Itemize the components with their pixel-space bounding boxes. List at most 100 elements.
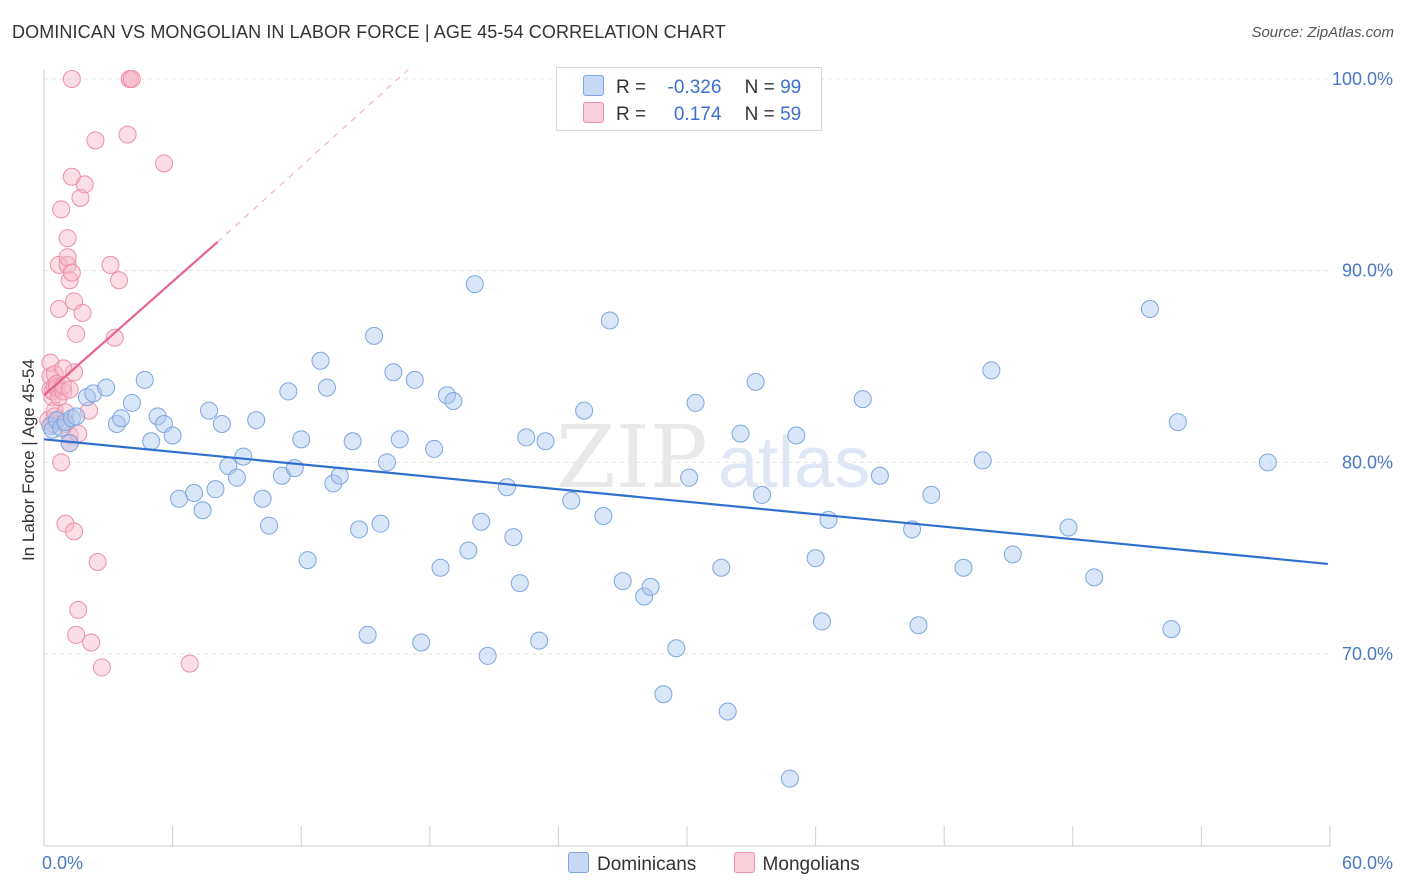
dominican-point [746,372,765,391]
dominican-point [350,520,369,539]
dominican-point [390,430,409,449]
dominican-point [358,625,377,644]
dominican-point [909,616,928,635]
dominicans-n-value: 99 [780,77,802,98]
dominican-point [142,432,161,451]
chart-title: DOMINICAN VS MONGOLIAN IN LABOR FORCE | … [12,22,726,42]
legend-item-dominicans[interactable]: Dominicans [568,852,696,876]
correlation-legend: R = -0.326 N = 99 R = 0.174 N = 59 [556,67,822,131]
dominican-point [444,392,463,410]
dominican-point [635,587,654,606]
dominican-point [504,528,523,547]
dominican-point [185,484,204,502]
mongolian-point [58,248,77,267]
dominican-point [234,447,253,466]
dominican-point [311,351,330,370]
dominican-point [112,409,131,428]
legend-row-mongolians: R = 0.174 N = 59 [583,102,801,128]
dominican-point [787,426,806,445]
dominican-point [813,612,832,631]
mongolian-point [67,625,86,644]
dominican-point [148,407,167,426]
dominican-point [680,468,699,487]
mongolian-point [118,125,137,144]
dominican-point [654,685,673,704]
mongolian-point [75,175,94,194]
mongolian-point [88,553,107,571]
legend-item-mongolians[interactable]: Mongolians [733,852,860,876]
legend-r-label: R = [616,104,647,125]
dominican-point [536,432,555,451]
dominican-point [562,491,581,510]
mongolian-point [60,380,79,399]
y-tick-label: 80.0% [1342,452,1393,472]
dominican-point [412,633,431,652]
dominican-point [530,631,549,650]
dominican-point [667,639,686,658]
legend-r-label: R = [616,77,647,98]
series-legend: Dominicans Mongolians [568,852,892,876]
dominican-point [1003,545,1022,564]
dominican-point [1258,453,1277,472]
dominican-point [510,574,529,593]
mongolian-point [92,658,111,677]
mongolians-swatch [583,102,604,123]
mongolians-n-value: 59 [780,104,802,125]
dominican-point [1162,620,1181,639]
dominicans-legend-label: Dominicans [597,854,697,875]
mongolian-point [69,600,88,619]
dominican-point [712,558,731,577]
mongolian-point [71,188,90,207]
dominican-point [384,363,403,382]
mongolian-point [67,324,86,343]
mongolians-points [39,70,199,677]
mongolians-legend-swatch [733,852,755,873]
dominican-point [324,474,343,493]
trend-lines [43,68,1328,566]
dominican-point [170,489,189,508]
dominican-point [425,439,444,458]
dominican-point [122,393,141,412]
legend-n-label: N = [744,77,775,98]
mongolian-point [86,131,105,150]
dominican-point [330,466,349,485]
y-tick-label: 70.0% [1342,644,1393,664]
dominicans-points [41,275,1277,788]
dominican-point [517,428,536,447]
dominican-point [459,541,478,560]
legend-row-dominicans: R = -0.326 N = 99 [583,75,801,101]
dominican-point [200,401,219,420]
mongolian-point [60,271,79,290]
mongolian-point [105,328,124,347]
mongolian-point [58,229,77,248]
dominican-point [718,702,737,721]
tick-labels: 70.0% 80.0% 90.0% 100.0% 0.0% 60.0% [42,69,1393,873]
dominicans-r-value: -0.326 [667,77,722,98]
mongolian-point [110,271,129,290]
dominican-point [594,507,613,525]
x-tick-label: 60.0% [1342,853,1393,873]
dominican-point [298,551,317,570]
dominican-point [613,572,632,591]
dominicans-legend-swatch [568,852,589,873]
dominican-point [478,646,497,665]
mongolian-point [62,263,81,282]
axes [43,70,1331,847]
source-label: Source: ZipAtlas.com [1251,24,1394,41]
dominican-point [1140,300,1159,318]
mongolian-point [65,363,84,382]
mongolian-point [54,382,73,401]
dominican-point [260,516,279,535]
watermark-zip: ZIP [556,408,708,508]
dominican-point [575,401,594,420]
dominican-point [67,407,86,426]
dominican-point [922,485,941,504]
dominican-point [472,512,491,531]
dominican-point [279,382,298,401]
dominican-point [982,361,1001,380]
dominican-point [686,393,705,412]
dominican-point [163,426,182,445]
dominican-point [853,390,872,409]
dominican-point [753,485,772,504]
